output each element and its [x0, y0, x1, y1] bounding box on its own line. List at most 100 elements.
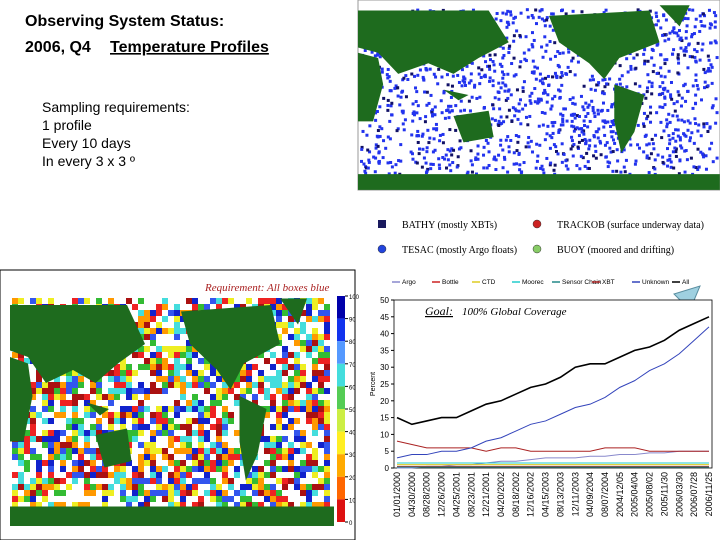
dot: [473, 85, 477, 89]
cell: [138, 298, 144, 304]
x-tick-label: 12/21/2001: [481, 472, 491, 517]
dot: [509, 93, 513, 97]
dot: [691, 84, 695, 88]
dot: [363, 48, 367, 52]
cell: [246, 478, 252, 484]
cell: [72, 376, 78, 382]
dot: [558, 51, 562, 55]
cell: [288, 442, 294, 448]
dot: [638, 84, 642, 88]
dot: [561, 117, 565, 121]
cell: [162, 400, 168, 406]
cell: [300, 322, 306, 328]
cell: [150, 364, 156, 370]
cell: [306, 346, 312, 352]
dot: [411, 112, 415, 116]
cell: [228, 496, 234, 502]
cell: [60, 388, 66, 394]
cell: [222, 304, 228, 310]
cell: [270, 448, 276, 454]
cell: [270, 502, 276, 508]
dot: [380, 67, 384, 71]
dot: [474, 172, 478, 176]
dot: [368, 124, 372, 128]
cell: [198, 412, 204, 418]
dot: [672, 48, 676, 52]
dot: [565, 119, 569, 123]
dot: [401, 109, 405, 113]
dot: [441, 8, 445, 12]
cell: [90, 490, 96, 496]
dot: [693, 117, 697, 121]
cell: [48, 418, 54, 424]
cell: [312, 400, 318, 406]
dot: [710, 141, 714, 145]
dot: [470, 170, 474, 174]
cell: [162, 424, 168, 430]
cell: [270, 430, 276, 436]
cell: [324, 334, 330, 340]
cell: [270, 394, 276, 400]
cell: [174, 352, 180, 358]
dot: [579, 154, 583, 158]
cell: [138, 382, 144, 388]
dot: [402, 76, 406, 80]
cell: [150, 388, 156, 394]
dot: [541, 91, 545, 95]
dot: [696, 87, 700, 91]
cell: [84, 466, 90, 472]
cell: [30, 406, 36, 412]
cell: [276, 316, 282, 322]
cell: [240, 502, 246, 508]
cell: [282, 352, 288, 358]
dot: [550, 121, 554, 125]
x-tick-label: 04/09/2004: [585, 472, 595, 517]
cell: [204, 376, 210, 382]
dot: [669, 160, 673, 164]
dot: [580, 138, 584, 142]
dot: [475, 96, 479, 100]
dot: [688, 55, 692, 59]
cell: [156, 502, 162, 508]
dot: [703, 80, 707, 84]
cell: [198, 478, 204, 484]
cell: [156, 370, 162, 376]
cell: [180, 478, 186, 484]
dot: [626, 70, 630, 74]
dot: [678, 138, 682, 142]
dot: [672, 31, 676, 35]
cell: [66, 382, 72, 388]
dot: [396, 127, 400, 131]
dot: [535, 142, 539, 146]
cell: [168, 376, 174, 382]
cell: [78, 460, 84, 466]
x-tick-label: 04/25/2001: [451, 472, 461, 517]
dot: [650, 85, 654, 89]
cell: [24, 496, 30, 502]
dot: [389, 104, 393, 108]
dot: [508, 44, 512, 48]
cell: [54, 388, 60, 394]
dot: [494, 158, 498, 162]
cell: [126, 298, 132, 304]
cell: [114, 382, 120, 388]
legend-label: All: [682, 279, 690, 286]
cell: [90, 388, 96, 394]
cell: [72, 448, 78, 454]
cell: [270, 400, 276, 406]
cell: [120, 412, 126, 418]
dot: [648, 9, 652, 13]
y-tick-label: 30: [380, 363, 389, 372]
dot: [689, 156, 693, 160]
cell: [174, 370, 180, 376]
cell: [216, 370, 222, 376]
dot: [696, 147, 700, 151]
dot: [698, 14, 702, 18]
dot: [699, 134, 703, 138]
dot: [432, 127, 436, 131]
cell: [12, 298, 18, 304]
cell: [246, 376, 252, 382]
dot: [715, 156, 719, 160]
cell: [312, 412, 318, 418]
dot: [364, 166, 368, 170]
